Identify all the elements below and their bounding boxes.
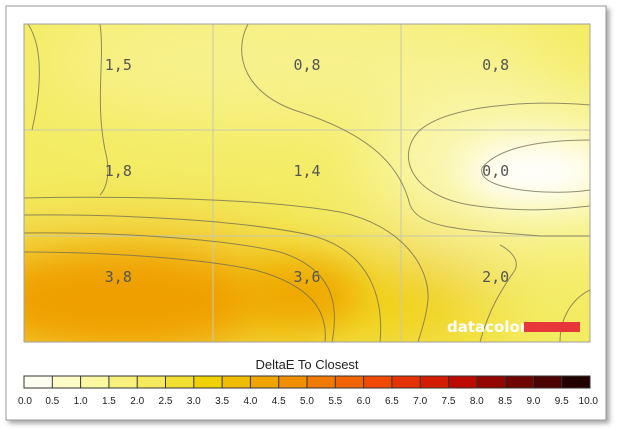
cell-value-r2-c0: 3,8 (105, 268, 132, 286)
colorbar-tick-label-9: 4.5 (272, 396, 286, 407)
colorbar-swatch-17 (505, 376, 534, 388)
colorbar-tick-label-13: 6.5 (385, 396, 399, 407)
colorbar-swatch-3 (108, 376, 138, 388)
grid-lines (24, 24, 590, 342)
colorbar-tick-label-6: 3.0 (187, 396, 201, 407)
colorbar-swatch-9 (278, 376, 308, 388)
colorbar-swatch-13 (391, 376, 421, 388)
colorbar-swatch-12 (363, 376, 393, 388)
cell-value-r2-c1: 3,6 (293, 268, 320, 286)
colorbar-tick-label-4: 2.0 (130, 396, 144, 407)
colorbar-swatch-1 (52, 376, 82, 388)
colorbar-tick-label-18: 9.0 (526, 396, 540, 407)
colorbar-swatch-10 (307, 376, 336, 388)
colorbar-swatch-4 (137, 376, 166, 388)
colorbar: DeltaE To Closest 0.0 0.5 1.0 1.5 2.0 2.5 3.0 3… (18, 357, 598, 407)
contour-lines (24, 24, 590, 342)
colorbar-tick-label-7: 3.5 (215, 396, 229, 407)
colorbar-tick-label-11: 5.5 (328, 396, 342, 407)
colorbar-tick-label-10: 5.0 (300, 396, 314, 407)
cell-value-r2-c2: 2,0 (482, 268, 509, 286)
colorbar-tick-label-0: 0.0 (18, 396, 32, 407)
colorbar-tick-label-20: 10.0 (579, 396, 599, 407)
colorbar-swatch-6 (193, 376, 223, 388)
colorbar-tick-label-12: 6.0 (357, 396, 371, 407)
colorbar-swatch-18 (533, 376, 563, 388)
colorbar-swatch-2 (80, 376, 110, 388)
colorbar-tick-label-3: 1.5 (102, 396, 116, 407)
colorbar-tick-label-5: 2.5 (159, 396, 173, 407)
cell-value-r0-c1: 0,8 (293, 56, 320, 74)
cell-value-r0-c2: 0,8 (482, 56, 509, 74)
datacolor-logo: datacolor (447, 318, 580, 336)
colorbar-swatch-15 (448, 376, 478, 388)
heatmap-plot: 1,5 0,8 0,8 1,8 1,4 0,0 3,8 3,6 2,0 (24, 24, 590, 342)
colorbar-tick-label-19: 9.5 (555, 396, 569, 407)
colorbar-title: DeltaE To Closest (255, 357, 358, 372)
colorbar-swatch-14 (420, 376, 449, 388)
colorbar-tick-label-8: 4.0 (243, 396, 257, 407)
cell-value-r0-c0: 1,5 (105, 56, 132, 74)
colorbar-swatch-8 (250, 376, 280, 388)
colorbar-ticks: 0.0 0.5 1.0 1.5 2.0 2.5 3.0 3.5 4.0 4.5 5.0 5.5 6.0 6… (18, 376, 598, 407)
cell-value-r1-c2: 0,0 (482, 162, 509, 180)
colorbar-swatch-16 (476, 376, 506, 388)
colorbar-tick-label-1: 0.5 (45, 396, 59, 407)
colorbar-tick-label-14: 7.0 (413, 396, 427, 407)
cell-value-r1-c1: 1,4 (293, 162, 320, 180)
brand-bar (524, 322, 580, 332)
colorbar-tick-label-17: 8.5 (498, 396, 512, 407)
colorbar-swatch-7 (222, 376, 251, 388)
colorbar-swatch-5 (165, 376, 195, 388)
colorbar-swatch-11 (335, 376, 365, 388)
cell-labels: 1,5 0,8 0,8 1,8 1,4 0,0 3,8 3,6 2,0 (105, 56, 509, 286)
colorbar-tick-label-15: 7.5 (442, 396, 456, 407)
colorbar-swatch-0 (24, 376, 53, 388)
colorbar-swatch-19 (561, 376, 591, 388)
brand-text: datacolor (447, 318, 528, 336)
colorbar-swatches (24, 376, 591, 388)
cell-value-r1-c0: 1,8 (105, 162, 132, 180)
colorbar-tick-label-2: 1.0 (74, 396, 88, 407)
colorbar-tick-label-16: 8.0 (470, 396, 484, 407)
plot-border (23, 23, 591, 343)
